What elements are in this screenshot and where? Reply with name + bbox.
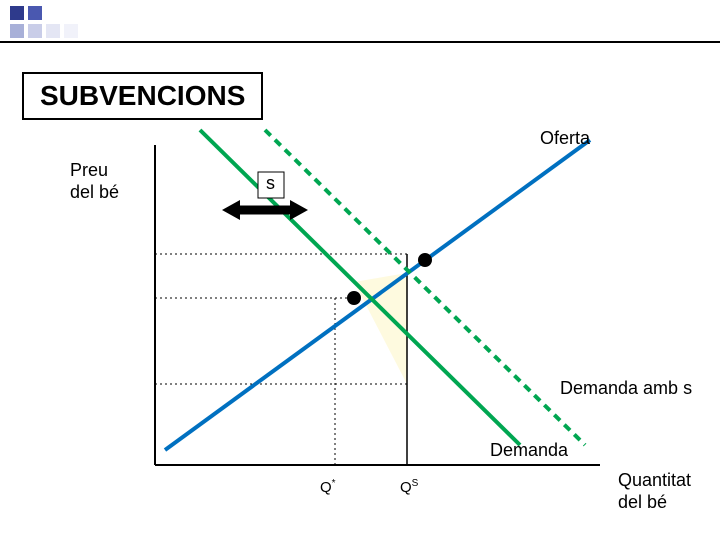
demanda-s-label: Demanda amb s: [560, 378, 692, 400]
slide-title-text: SUBVENCIONS: [40, 80, 245, 111]
demand-line: [200, 130, 520, 445]
q-s-label: QS: [400, 478, 418, 496]
q-s-sup: S: [412, 478, 419, 489]
eq-point-subsidy: [418, 253, 432, 267]
supply-line: [165, 140, 590, 450]
q-star-sup: *: [332, 478, 336, 489]
x-axis-label: Quantitat del bé: [618, 470, 691, 513]
oferta-label: Oferta: [540, 128, 590, 150]
q-star-base: Q: [320, 479, 332, 496]
demanda-label: Demanda: [490, 440, 568, 462]
shift-arrow: [222, 200, 308, 220]
s-label-text: s: [266, 173, 275, 195]
y-axis-label: Preu del bé: [70, 160, 119, 203]
x-axis-label-l1: Quantitat: [618, 470, 691, 490]
slide-title: SUBVENCIONS: [22, 72, 263, 120]
x-axis-label-l2: del bé: [618, 492, 667, 512]
eq-point-original: [347, 291, 361, 305]
y-axis-label-l2: del bé: [70, 182, 119, 202]
q-s-base: Q: [400, 479, 412, 496]
y-axis-label-l1: Preu: [70, 160, 108, 180]
q-star-label: Q*: [320, 478, 336, 496]
